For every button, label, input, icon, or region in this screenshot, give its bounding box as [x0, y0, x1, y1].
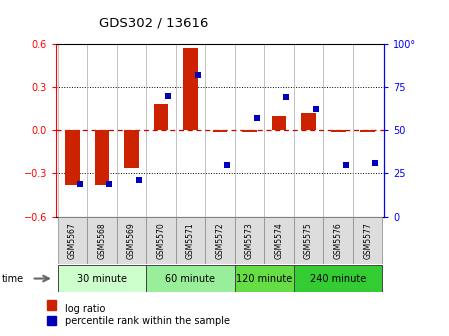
Bar — [57, 217, 87, 264]
Bar — [176, 217, 205, 264]
Text: time: time — [2, 274, 24, 284]
Text: GSM5569: GSM5569 — [127, 222, 136, 259]
Bar — [146, 265, 235, 292]
Point — [283, 95, 290, 100]
Bar — [235, 265, 294, 292]
Text: GSM5576: GSM5576 — [334, 222, 343, 259]
Point — [371, 160, 379, 166]
Text: 120 minute: 120 minute — [236, 274, 292, 284]
Bar — [323, 217, 353, 264]
Text: 30 minute: 30 minute — [77, 274, 127, 284]
Text: GSM5571: GSM5571 — [186, 222, 195, 259]
Bar — [294, 217, 323, 264]
Point — [106, 181, 113, 186]
Text: GSM5567: GSM5567 — [68, 222, 77, 259]
Text: 60 minute: 60 minute — [166, 274, 216, 284]
Bar — [117, 217, 146, 264]
Text: GSM5577: GSM5577 — [363, 222, 372, 259]
Text: GDS302 / 13616: GDS302 / 13616 — [99, 17, 208, 30]
Point — [135, 178, 142, 183]
Bar — [331, 130, 346, 132]
Text: log ratio: log ratio — [65, 304, 106, 314]
Bar — [183, 48, 198, 130]
Bar — [360, 130, 375, 132]
Text: 240 minute: 240 minute — [310, 274, 366, 284]
Bar — [57, 265, 146, 292]
Point — [224, 162, 231, 168]
Bar — [94, 130, 109, 185]
Bar — [353, 217, 383, 264]
Point — [76, 181, 84, 186]
Point — [253, 115, 260, 121]
Text: GSM5568: GSM5568 — [97, 222, 106, 259]
Bar — [272, 116, 286, 130]
Bar — [154, 104, 168, 130]
Point — [313, 107, 320, 112]
Bar — [146, 217, 176, 264]
Bar — [264, 217, 294, 264]
Point — [194, 72, 202, 78]
Bar — [294, 265, 383, 292]
Point — [165, 93, 172, 98]
Bar — [47, 300, 56, 310]
Text: GSM5572: GSM5572 — [216, 222, 224, 259]
Bar — [213, 130, 227, 132]
Bar — [65, 130, 80, 185]
Bar — [242, 130, 257, 132]
Bar — [301, 113, 316, 130]
Bar — [87, 217, 117, 264]
Text: GSM5573: GSM5573 — [245, 222, 254, 259]
Bar — [47, 316, 56, 325]
Bar — [235, 217, 264, 264]
Point — [342, 162, 349, 168]
Bar — [124, 130, 139, 168]
Text: GSM5570: GSM5570 — [156, 222, 165, 259]
Text: GSM5575: GSM5575 — [304, 222, 313, 259]
Text: GSM5574: GSM5574 — [275, 222, 284, 259]
Text: percentile rank within the sample: percentile rank within the sample — [65, 316, 230, 326]
Bar — [205, 217, 235, 264]
